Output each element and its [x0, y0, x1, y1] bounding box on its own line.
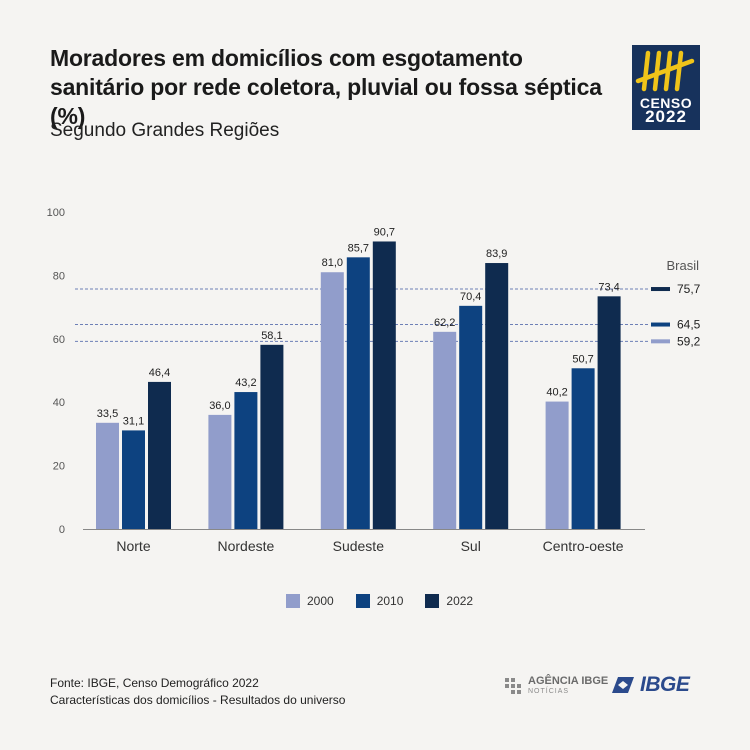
logo-word-year: 2022 — [645, 107, 687, 126]
data-label-norte-2010: 31,1 — [123, 415, 144, 427]
bar-sudeste-2010 — [346, 257, 370, 529]
data-label-sudeste-2010: 85,7 — [348, 242, 369, 254]
data-label-sudeste-2000: 81,0 — [322, 257, 343, 269]
data-label-centro-oeste-2000: 40,2 — [546, 387, 567, 399]
reference-label-2000: 59,2 — [677, 334, 701, 348]
data-label-nordeste-2000: 36,0 — [209, 400, 230, 412]
y-tick-label: 0 — [59, 524, 65, 536]
bar-nordeste-2022 — [260, 344, 284, 529]
bar-sul-2000 — [433, 331, 457, 529]
legend-label-2010: 2010 — [376, 594, 404, 608]
bar-nordeste-2010 — [234, 392, 258, 529]
data-label-sudeste-2022: 90,7 — [374, 226, 395, 238]
data-label-sul-2000: 62,2 — [434, 317, 455, 329]
x-tick-label: Centro-oeste — [543, 538, 624, 554]
bar-sul-2022 — [485, 263, 509, 529]
reference-marker-2022 — [651, 287, 670, 292]
y-tick-label: 60 — [53, 334, 65, 346]
legend-swatch-2000 — [286, 594, 300, 608]
ibge-emblem-icon — [612, 677, 634, 693]
data-label-centro-oeste-2022: 73,4 — [598, 281, 619, 293]
bar-centro-oeste-2010 — [571, 368, 595, 529]
data-label-sul-2010: 70,4 — [460, 291, 481, 303]
reference-title: Brasil — [666, 258, 699, 273]
bar-centro-oeste-2022 — [597, 296, 621, 529]
bar-sul-2010 — [459, 305, 483, 529]
x-tick-label: Norte — [116, 538, 150, 554]
bar-centro-oeste-2000 — [545, 401, 569, 529]
legend-swatch-2010 — [355, 594, 370, 608]
bar-norte-2000 — [96, 422, 119, 529]
legend-label-2022: 2022 — [446, 594, 474, 608]
x-tick-label: Sul — [461, 538, 481, 554]
legend-label-2000: 2000 — [307, 594, 334, 608]
bar-chart: 0 20 40 60 80 100 Brasil 75,7 64,5 59,2 33,5 31,1 46… — [47, 207, 701, 554]
censo-2022-logo: CENSO 2022 — [632, 45, 700, 130]
tally-marks-icon — [635, 50, 695, 92]
bar-sudeste-2022 — [372, 241, 396, 529]
x-tick-label: Sudeste — [333, 538, 385, 554]
chart-legend: 2000 2010 2022 — [286, 594, 473, 608]
reference-label-2010: 64,5 — [677, 318, 701, 332]
legend-swatch-2022 — [425, 594, 440, 608]
data-label-centro-oeste-2010: 50,7 — [572, 353, 593, 365]
agencia-grid-icon — [505, 678, 521, 694]
data-label-nordeste-2022: 58,1 — [261, 330, 282, 342]
agencia-name: AGÊNCIA IBGE — [528, 675, 609, 687]
y-tick-label: 100 — [47, 207, 65, 219]
logo-word-censo: CENSO — [639, 95, 693, 111]
data-label-norte-2022: 46,4 — [149, 367, 170, 379]
chart-title: Moradores em domicílios com esgotamento … — [50, 45, 602, 129]
data-label-norte-2000: 33,5 — [97, 408, 118, 420]
agencia-sub: NOTÍCIAS — [528, 688, 570, 695]
y-tick-label: 80 — [53, 270, 65, 282]
footer: Fonte: IBGE, Censo Demográfico 2022 Cara… — [50, 675, 345, 709]
ibge-logo: IBGE — [610, 673, 690, 697]
reference-marker-2000 — [651, 339, 670, 344]
legend-item-2000: 2000 — [286, 594, 334, 608]
legend-item-2010: 2010 — [355, 594, 404, 608]
chart-subtitle: Segundo Grandes Regiões — [50, 120, 280, 141]
data-label-nordeste-2010: 43,2 — [235, 377, 256, 389]
legend-item-2022: 2022 — [425, 594, 473, 608]
bar-norte-2022 — [148, 381, 171, 529]
reference-marker-2010 — [651, 322, 670, 327]
bar-norte-2010 — [122, 430, 145, 529]
bar-nordeste-2000 — [208, 414, 232, 529]
footer-source: Fonte: IBGE, Censo Demográfico 2022 — [50, 676, 259, 690]
data-label-sul-2022: 83,9 — [486, 248, 507, 260]
y-tick-label: 40 — [53, 397, 65, 409]
y-tick-label: 20 — [53, 461, 65, 473]
agencia-ibge-logo: AGÊNCIA IBGE NOTÍCIAS — [504, 676, 608, 696]
footer-note: Características dos domicílios - Resulta… — [50, 693, 346, 707]
ibge-name: IBGE — [640, 673, 690, 696]
x-tick-label: Nordeste — [217, 538, 274, 554]
reference-label-2022: 75,7 — [677, 282, 701, 296]
bar-sudeste-2000 — [320, 272, 344, 529]
